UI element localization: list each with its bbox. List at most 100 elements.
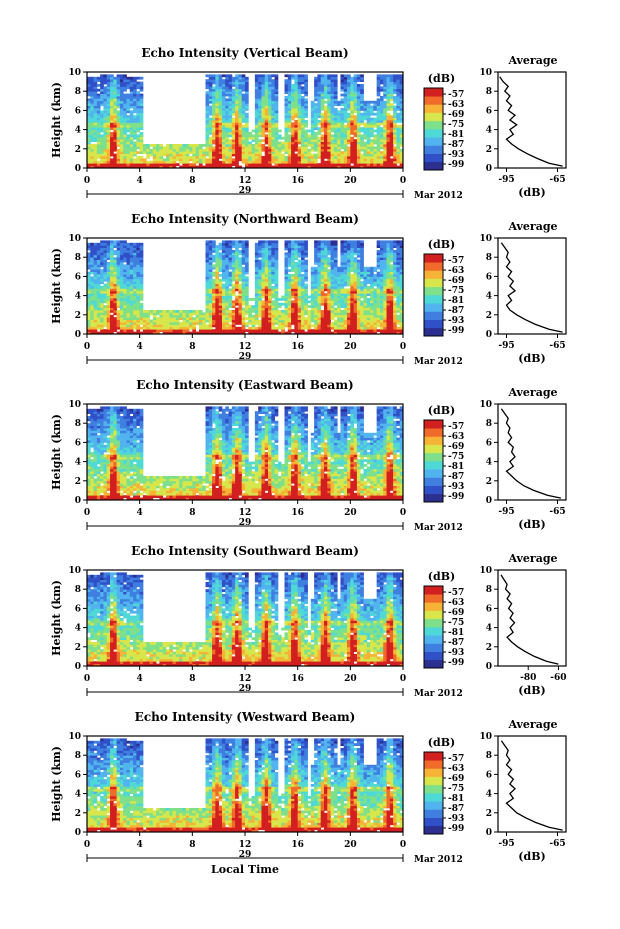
heatmap-cell: [389, 139, 394, 142]
heatmap-cell: [90, 91, 94, 94]
heatmap-cell: [261, 283, 266, 287]
heatmap-cell: [347, 81, 351, 85]
heatmap-cell: [327, 136, 331, 140]
heatmap-cell: [245, 165, 249, 169]
heatmap-cell: [238, 331, 243, 335]
heatmap-cell: [379, 76, 384, 80]
heatmap-cell: [304, 88, 308, 92]
heatmap-cell: [297, 317, 302, 320]
heatmap-cell: [287, 298, 292, 301]
heatmap-cell: [136, 163, 141, 166]
heatmap-cell: [258, 76, 262, 80]
heatmap-cell: [202, 158, 206, 162]
heatmap-cell: [152, 326, 157, 330]
heatmap-cell: [87, 326, 91, 330]
heatmap-cell: [327, 127, 331, 130]
heatmap-cell: [129, 242, 134, 246]
heatmap-cell: [90, 312, 94, 316]
heatmap-cell: [258, 120, 262, 123]
heatmap-cell: [254, 103, 259, 106]
heatmap-cell: [87, 274, 91, 277]
heatmap-cell: [123, 264, 127, 268]
heatmap-cell: [225, 91, 229, 94]
heatmap-cell: [300, 79, 305, 82]
heatmap-cell: [139, 144, 144, 147]
heatmap-cell: [271, 257, 276, 260]
heatmap-cell: [212, 286, 216, 289]
heatmap-cell: [274, 283, 279, 287]
heatmap-cell: [235, 136, 239, 140]
heatmap-cell: [350, 158, 355, 162]
heatmap-cells: [87, 240, 404, 335]
heatmap-cell: [383, 79, 387, 82]
heatmap-cell: [116, 156, 121, 159]
heatmap-cell: [314, 278, 318, 282]
heatmap-cell: [353, 100, 358, 104]
heatmap-cell: [389, 76, 394, 80]
heatmap-cell: [304, 290, 308, 294]
profile-x-tick-label: -95: [498, 175, 514, 185]
heatmap-cell: [307, 312, 312, 316]
heatmap-cell: [376, 153, 381, 157]
heatmap-cell: [399, 129, 404, 133]
heatmap-cell: [294, 269, 299, 272]
heatmap-cell: [162, 329, 167, 332]
heatmap-cell: [116, 96, 121, 99]
heatmap-cell: [116, 84, 121, 87]
heatmap-cell: [103, 266, 108, 270]
heatmap-cell: [119, 79, 124, 82]
heatmap-cell: [195, 310, 200, 313]
heatmap-cell: [363, 141, 368, 145]
heatmap-cell: [370, 127, 374, 130]
heatmap-cell: [310, 331, 315, 335]
heatmap-cell: [96, 319, 101, 323]
heatmap-cell: [245, 288, 249, 292]
heatmap-cell: [277, 151, 282, 154]
heatmap-cell: [205, 132, 210, 135]
heatmap-cell: [330, 322, 335, 325]
heatmap-cell: [314, 115, 318, 118]
heatmap-cell: [218, 81, 223, 85]
heatmap-cell: [340, 158, 345, 162]
heatmap-cell: [129, 257, 134, 260]
heatmap-cell: [159, 310, 164, 313]
heatmap-cell: [228, 281, 233, 284]
heatmap-cell: [103, 122, 108, 126]
heatmap-cell: [297, 271, 302, 275]
heatmap-cell: [185, 160, 190, 164]
heatmap-cell: [241, 136, 246, 140]
heatmap-cell: [297, 278, 302, 282]
heatmap-cell: [189, 331, 193, 335]
heatmap-cell: [228, 317, 233, 320]
heatmap-cell: [228, 151, 233, 154]
heatmap-cell: [393, 139, 397, 142]
heatmap-cell: [268, 117, 272, 121]
heatmap-cell: [274, 141, 279, 145]
heatmap-cell: [264, 136, 269, 140]
heatmap-cell: [208, 84, 213, 87]
heatmap-cell: [87, 312, 91, 316]
heatmap-cell: [294, 122, 299, 126]
heatmap-cell: [215, 127, 220, 130]
heatmap-cell: [297, 254, 302, 258]
heatmap-cell: [235, 326, 239, 330]
heatmap-cell: [96, 283, 101, 287]
heatmap-cell: [146, 160, 150, 164]
heatmap-cell: [218, 242, 223, 246]
heatmap-cell: [205, 153, 210, 157]
profile-y-tick-label: 6: [486, 106, 492, 116]
heatmap-cell: [93, 91, 98, 94]
heatmap-cell: [103, 312, 108, 316]
heatmap-cell: [110, 254, 114, 258]
heatmap-cell: [175, 148, 180, 152]
heatmap-cell: [399, 139, 404, 142]
heatmap-cell: [324, 307, 328, 311]
heatmap-cell: [110, 76, 114, 80]
heatmap-cell: [245, 283, 249, 287]
heatmap-cell: [268, 115, 272, 118]
profile-title: Average: [507, 54, 557, 67]
heatmap-cell: [212, 103, 216, 106]
heatmap-cell: [343, 127, 348, 130]
heatmap-cell: [136, 302, 141, 306]
heatmap-cell: [136, 271, 141, 275]
